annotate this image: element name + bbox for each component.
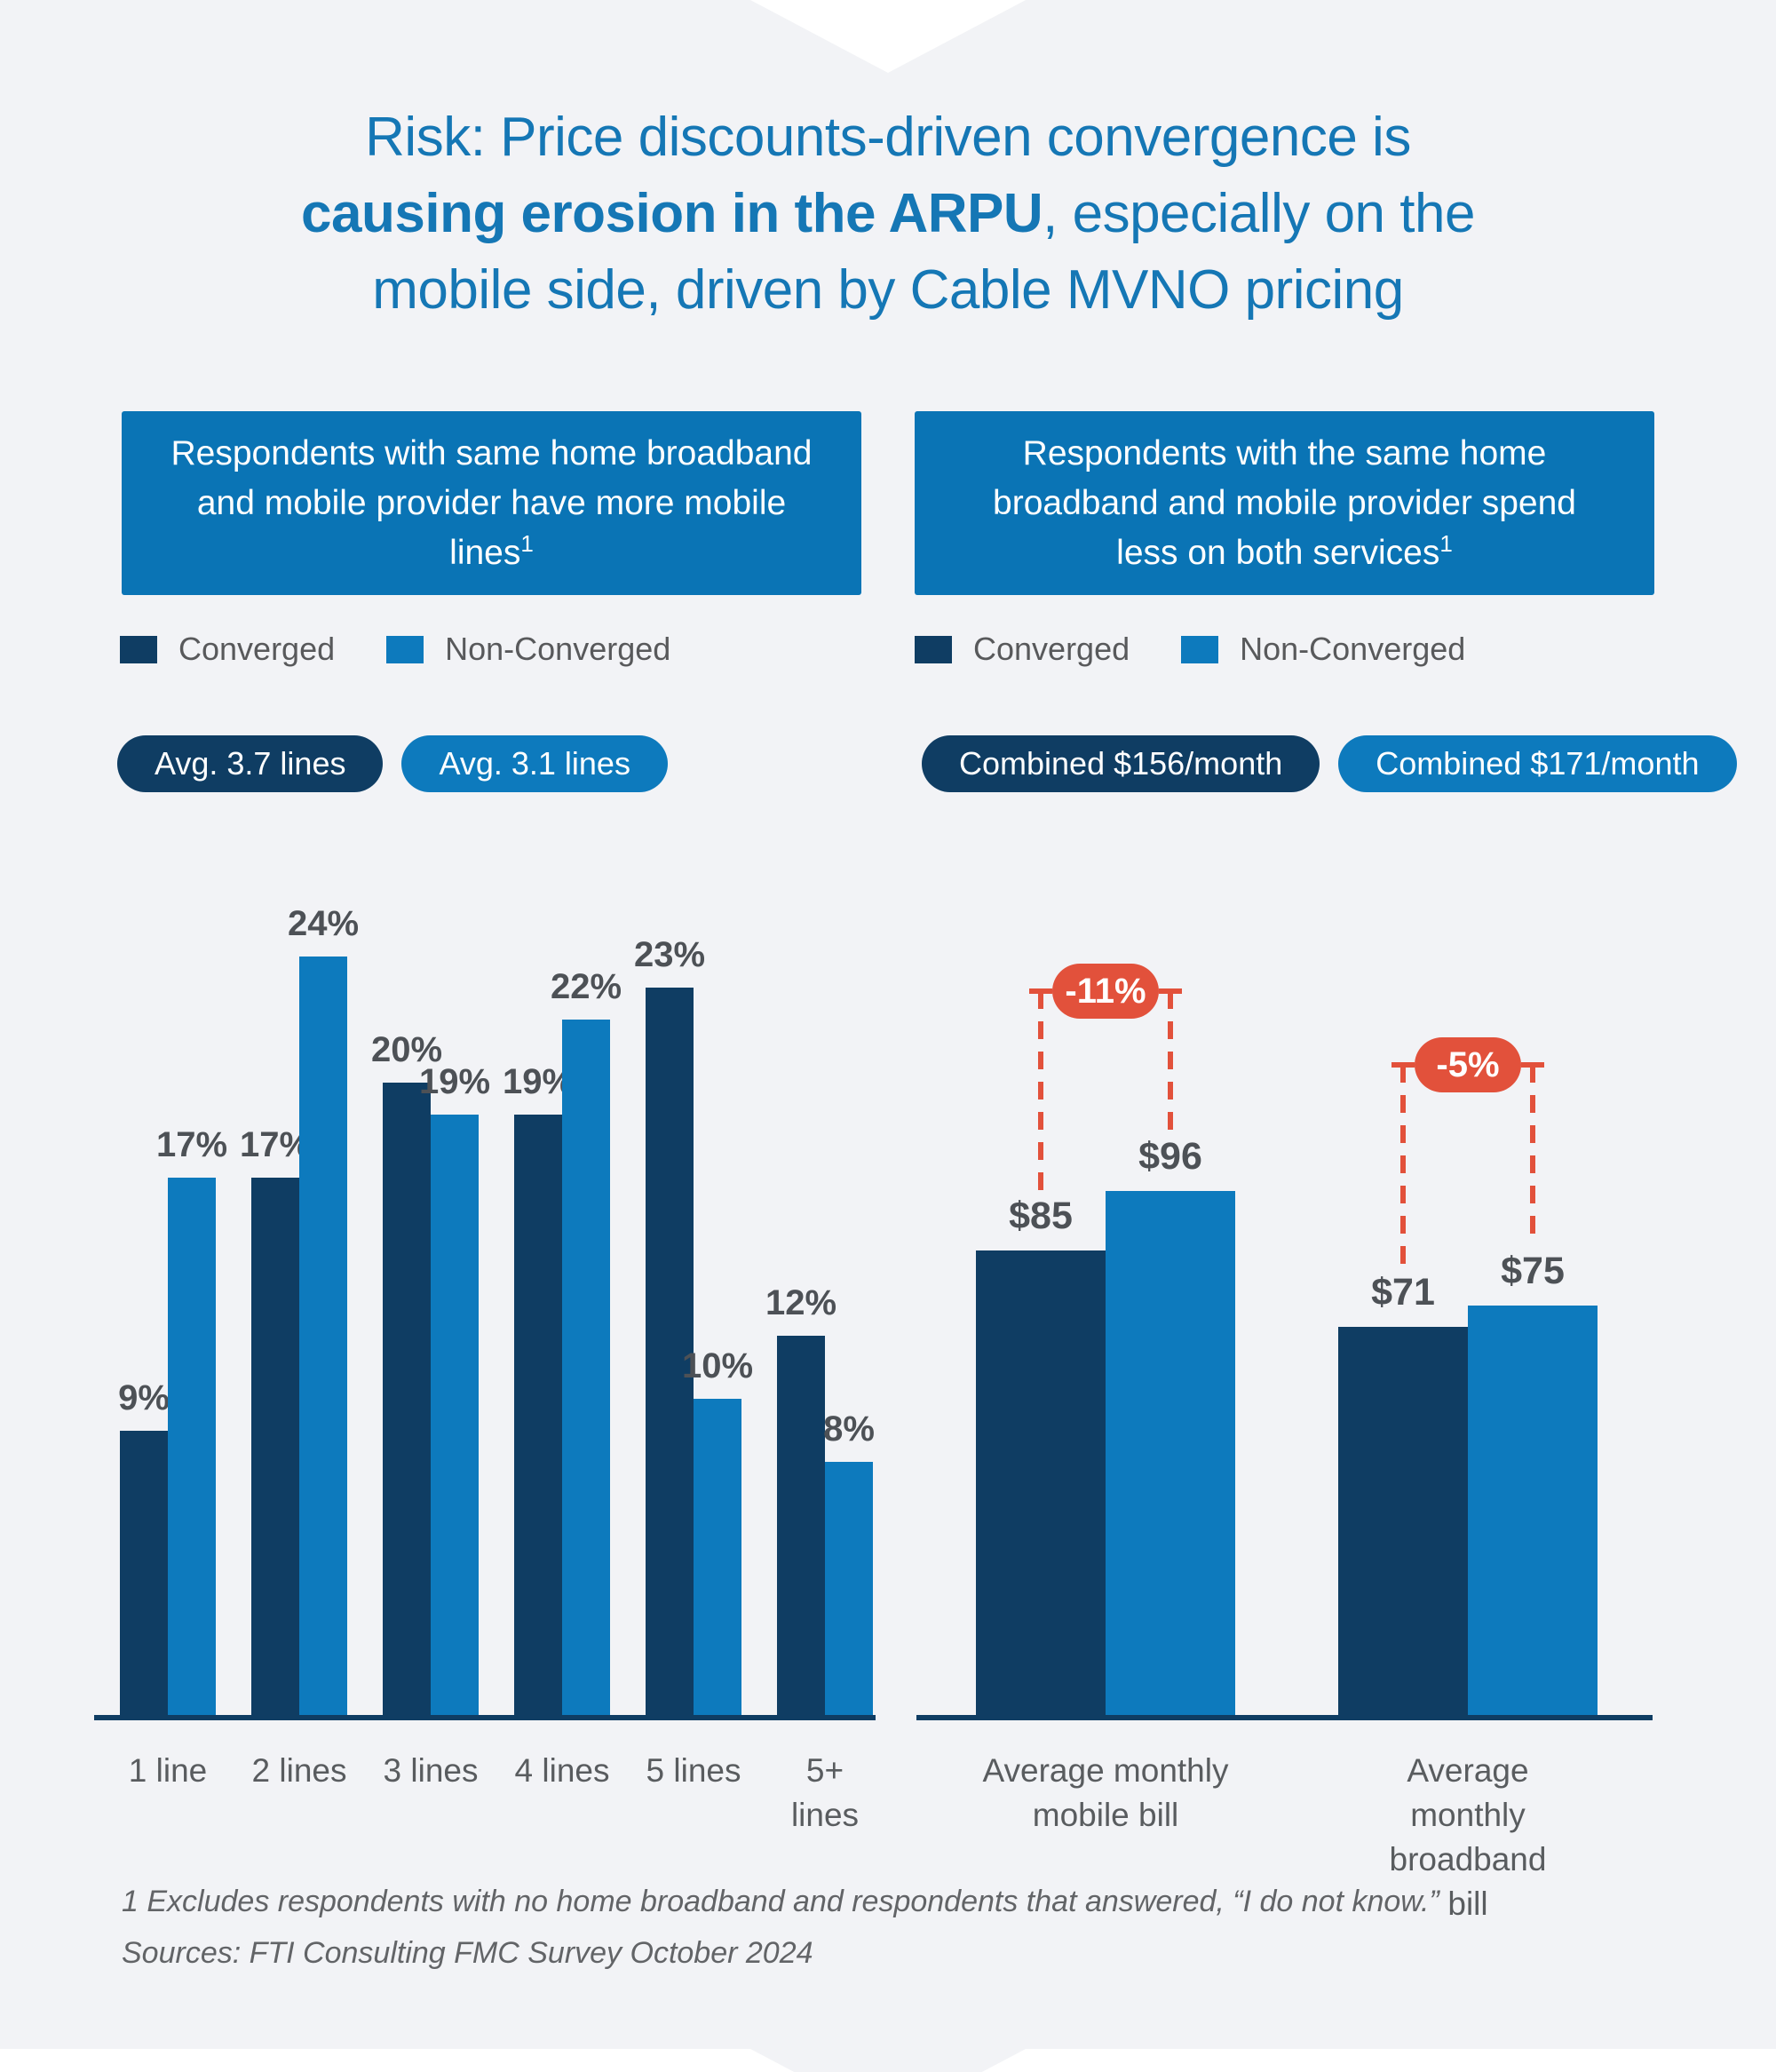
- bar-non-converged-4-lines: [562, 1020, 610, 1715]
- category-label: 2 lines: [251, 1752, 347, 1789]
- bar-value-label: 10%: [681, 1346, 754, 1385]
- bar-value-label: 17%: [239, 1125, 312, 1164]
- right-panel-header: Respondents with the same home broadband…: [915, 411, 1654, 595]
- bar-converged-4-lines: [514, 1115, 562, 1715]
- bar-value-label: 24%: [287, 904, 360, 943]
- right-chart-combined-pills: Combined $156/month Combined $171/month: [922, 735, 1737, 792]
- bar-converged-3-lines: [383, 1083, 431, 1715]
- title-line-2: causing erosion in the ARPU, especially …: [301, 183, 1475, 244]
- footnote-marker: 1: [520, 529, 534, 557]
- combined-spend-converged-pill: Combined $156/month: [922, 735, 1320, 792]
- bar-value-label: 8%: [823, 1409, 875, 1449]
- bar-non-converged-group2: [1468, 1306, 1598, 1715]
- delta-dashed-stub: [1159, 988, 1182, 994]
- bar-converged-5-lines: [646, 988, 694, 1715]
- bar-non-converged-3-lines: [431, 1115, 479, 1715]
- footnote-line-1: 1 Excludes respondents with no home broa…: [122, 1885, 1439, 1918]
- non-converged-swatch-icon: [1181, 635, 1219, 663]
- title-line-3: mobile side, driven by Cable MVNO pricin…: [372, 259, 1404, 321]
- chevron-bottom-decoration: [750, 2049, 1026, 2072]
- delta-badge: -5%: [1415, 1037, 1521, 1092]
- title-bold-phrase: causing erosion in the ARPU: [301, 183, 1043, 244]
- footnote-line-2: Sources: FTI Consulting FMC Survey Octob…: [122, 1936, 813, 1970]
- converged-swatch-icon: [915, 635, 952, 663]
- converged-swatch-icon: [120, 635, 157, 663]
- bar-converged-1-line: [120, 1431, 168, 1715]
- monthly-bill-bar-chart: $85 $96 Average monthly mobile bill -11% $71…: [916, 906, 1653, 1922]
- bar-non-converged-group1: [1106, 1191, 1235, 1715]
- combined-spend-non-converged-pill: Combined $171/month: [1338, 735, 1737, 792]
- category-label: 5 lines: [646, 1752, 741, 1789]
- mobile-lines-bar-chart: 9% 17% 1 line 17% 24% 2 lines 20% 19% 3 lines 19%…: [94, 904, 876, 1833]
- legend-item-converged: Converged: [120, 631, 335, 668]
- delta-dashed-line: [1038, 991, 1043, 1190]
- bar-value-label: $71: [1371, 1271, 1435, 1314]
- bar-value-label: 12%: [765, 1283, 837, 1322]
- x-axis-line: [916, 1715, 1653, 1720]
- bar-value-label: $75: [1501, 1250, 1565, 1292]
- right-chart-legend: Converged Non-Converged: [915, 631, 1465, 668]
- non-converged-swatch-icon: [386, 635, 424, 663]
- left-chart-average-pills: Avg. 3.7 lines Avg. 3.1 lines: [117, 735, 668, 792]
- bar-value-label: 20%: [370, 1030, 443, 1069]
- legend-label: Converged: [178, 631, 336, 667]
- bar-converged-group1: [976, 1250, 1106, 1715]
- footnote-marker: 1: [1439, 529, 1453, 557]
- legend-item-converged: Converged: [915, 631, 1130, 668]
- delta-dashed-line: [1400, 1065, 1406, 1266]
- delta-dashed-line: [1530, 1065, 1535, 1245]
- avg-lines-converged-pill: Avg. 3.7 lines: [117, 735, 384, 792]
- title-line-1: Risk: Price discounts-driven convergence…: [365, 107, 1411, 168]
- category-label: Average monthly mobile bill: [982, 1752, 1229, 1833]
- bar-value-label: 22%: [550, 967, 622, 1006]
- avg-lines-non-converged-pill: Avg. 3.1 lines: [401, 735, 668, 792]
- category-label: 3 lines: [383, 1752, 479, 1789]
- bar-value-label: 9%: [118, 1378, 170, 1417]
- bar-converged-5+-lines: [777, 1336, 825, 1715]
- bar-value-label: $96: [1138, 1135, 1202, 1178]
- legend-label: Non-Converged: [1240, 631, 1466, 667]
- bar-converged-group2: [1338, 1327, 1468, 1715]
- legend-item-non-converged: Non-Converged: [386, 631, 670, 668]
- bar-value-label: 23%: [633, 935, 706, 974]
- bar-non-converged-1-line: [168, 1178, 216, 1715]
- bar-converged-2-lines: [251, 1178, 299, 1715]
- category-label: 1 line: [128, 1752, 208, 1789]
- bar-value-label: 17%: [155, 1125, 228, 1164]
- page-title: Risk: Price discounts-driven convergence…: [0, 99, 1776, 329]
- left-chart-legend: Converged Non-Converged: [120, 631, 670, 668]
- legend-label: Converged: [973, 631, 1130, 667]
- legend-item-non-converged: Non-Converged: [1181, 631, 1465, 668]
- bar-non-converged-5+-lines: [825, 1462, 873, 1715]
- bar-non-converged-2-lines: [299, 957, 347, 1715]
- x-axis-line: [94, 1715, 876, 1720]
- left-panel-header: Respondents with same home broadband and…: [122, 411, 861, 595]
- legend-label: Non-Converged: [445, 631, 671, 667]
- bar-value-label: 19%: [418, 1062, 491, 1101]
- bar-value-label: 19%: [502, 1062, 575, 1101]
- delta-dashed-stub: [1391, 1062, 1415, 1068]
- category-label: 4 lines: [514, 1752, 610, 1789]
- bar-value-label: $85: [1009, 1195, 1073, 1237]
- footnote: 1 Excludes respondents with no home broa…: [122, 1876, 1439, 1979]
- bar-non-converged-5-lines: [694, 1399, 741, 1715]
- delta-dashed-line: [1168, 991, 1173, 1131]
- delta-dashed-stub: [1521, 1062, 1544, 1068]
- delta-badge: -11%: [1052, 964, 1159, 1019]
- category-label: 5+ lines: [790, 1752, 860, 1833]
- delta-dashed-stub: [1029, 988, 1052, 994]
- category-label: Average monthly broadband bill: [1389, 1752, 1547, 1922]
